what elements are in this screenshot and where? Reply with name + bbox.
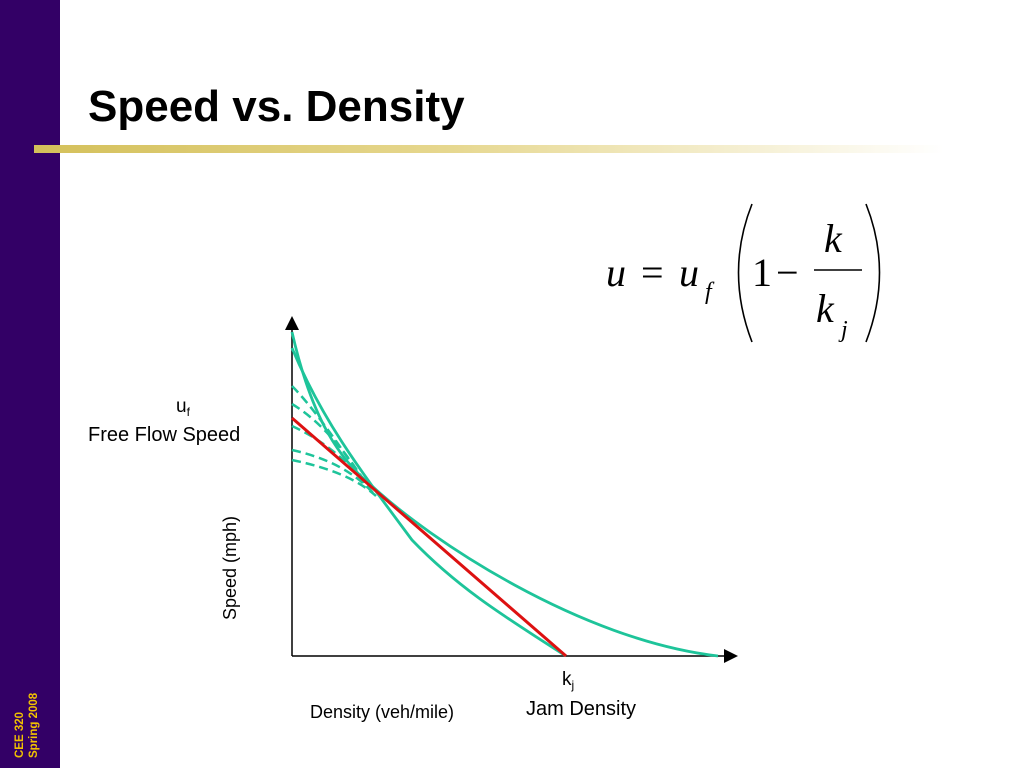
eq-numerator: k — [824, 216, 843, 261]
slide-title: Speed vs. Density — [88, 82, 465, 131]
greenshields-equation: u = u f 1 − k k j — [606, 203, 881, 343]
free-flow-speed-label: Free Flow Speed — [88, 424, 241, 446]
eq-left-paren — [737, 203, 753, 343]
uf-base: u — [176, 396, 187, 417]
eq-lhs: u — [606, 250, 626, 295]
jam-density-symbol: kj — [562, 669, 574, 692]
eq-denom-sub: j — [838, 317, 848, 343]
kj-base: k — [562, 669, 572, 690]
y-axis-arrow-icon — [285, 316, 299, 330]
dashed-curve-4 — [291, 448, 375, 495]
x-axis-arrow-icon — [724, 649, 738, 663]
jam-density-label: Jam Density — [526, 698, 637, 720]
y-axis-title: Speed (mph) — [220, 515, 240, 620]
eq-right-paren — [865, 203, 881, 343]
uf-sub: f — [186, 405, 190, 419]
eq-denom-base: k — [816, 286, 835, 331]
x-axis-title: Density (veh/mile) — [310, 702, 455, 722]
eq-uf-base: u — [679, 250, 699, 295]
free-flow-speed-symbol: uf — [176, 396, 190, 419]
convex-curve — [290, 331, 719, 658]
eq-equals: = — [641, 250, 664, 295]
linear-model-line — [291, 416, 567, 658]
title-underline — [34, 145, 944, 153]
eq-one: 1 — [752, 250, 772, 295]
eq-minus: − — [776, 250, 799, 295]
s-curve — [290, 347, 567, 658]
eq-uf-sub: f — [705, 279, 715, 305]
sidebar: CEE 320 Spring 2008 — [0, 0, 60, 768]
kj-sub: j — [571, 678, 575, 692]
dashed-curve-5 — [291, 458, 377, 497]
